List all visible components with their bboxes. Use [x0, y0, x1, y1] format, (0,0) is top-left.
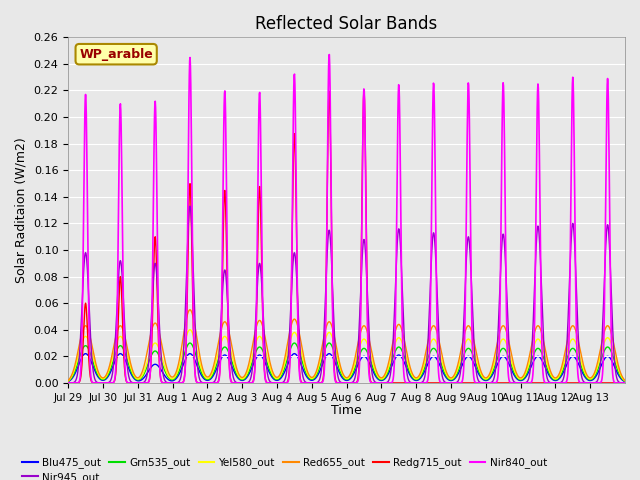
Title: Reflected Solar Bands: Reflected Solar Bands: [255, 15, 438, 33]
Yel580_out: [478, 373, 486, 379]
X-axis label: Time: Time: [332, 404, 362, 417]
Blu475_out: [614, 372, 622, 377]
Nir945_out: [560, 375, 568, 381]
Grn535_out: [332, 356, 340, 362]
Nir840_out: [478, 380, 486, 386]
Grn535_out: [478, 375, 486, 381]
Yel580_out: [152, 340, 159, 346]
Grn535_out: [322, 345, 330, 350]
Legend: Blu475_out, Grn535_out, Yel580_out, Red655_out, Redg715_out, Nir840_out: Blu475_out, Grn535_out, Yel580_out, Red6…: [18, 453, 551, 472]
Nir840_out: [64, 380, 72, 386]
Grn535_out: [621, 378, 629, 384]
Line: Redg715_out: Redg715_out: [68, 92, 625, 383]
Redg715_out: [479, 380, 486, 386]
Nir840_out: [326, 52, 333, 58]
Nir945_out: [614, 378, 622, 384]
Blu475_out: [621, 379, 629, 384]
Red655_out: [478, 371, 486, 377]
Grn535_out: [152, 348, 159, 354]
Redg715_out: [441, 380, 449, 386]
Red655_out: [560, 356, 568, 361]
Red655_out: [186, 307, 194, 312]
Red655_out: [64, 377, 72, 383]
Redg715_out: [614, 380, 622, 386]
Blu475_out: [560, 369, 568, 374]
Blu475_out: [332, 362, 340, 368]
Redg715_out: [560, 380, 568, 386]
Redg715_out: [621, 380, 629, 386]
Red655_out: [614, 362, 622, 368]
Grn535_out: [614, 369, 622, 374]
Line: Nir840_out: Nir840_out: [68, 55, 625, 383]
Yel580_out: [186, 327, 194, 333]
Nir945_out: [322, 287, 330, 292]
Nir945_out: [186, 204, 194, 209]
Yel580_out: [621, 378, 629, 384]
Red655_out: [322, 326, 330, 332]
Red655_out: [332, 344, 340, 349]
Yel580_out: [560, 361, 568, 367]
Blu475_out: [322, 354, 330, 360]
Grn535_out: [64, 378, 72, 384]
Grn535_out: [186, 340, 194, 346]
Nir840_out: [332, 380, 340, 385]
Yel580_out: [322, 336, 330, 341]
Redg715_out: [360, 89, 367, 95]
Nir840_out: [614, 380, 622, 386]
Nir840_out: [560, 380, 568, 386]
Redg715_out: [321, 325, 329, 331]
Blu475_out: [478, 376, 486, 382]
Redg715_out: [332, 378, 340, 384]
Y-axis label: Solar Raditaion (W/m2): Solar Raditaion (W/m2): [15, 137, 28, 283]
Nir840_out: [321, 335, 329, 341]
Redg715_out: [64, 380, 72, 386]
Redg715_out: [152, 234, 159, 240]
Nir945_out: [478, 380, 486, 386]
Nir840_out: [621, 380, 629, 386]
Red655_out: [152, 320, 159, 326]
Blu475_out: [152, 361, 159, 367]
Red655_out: [621, 377, 629, 383]
Line: Grn535_out: Grn535_out: [68, 343, 625, 381]
Nir840_out: [152, 98, 159, 104]
Text: WP_arable: WP_arable: [79, 48, 153, 60]
Line: Red655_out: Red655_out: [68, 310, 625, 380]
Nir945_out: [332, 360, 340, 366]
Legend: Nir945_out: Nir945_out: [18, 468, 104, 480]
Nir945_out: [152, 261, 159, 266]
Yel580_out: [614, 366, 622, 372]
Line: Nir945_out: Nir945_out: [68, 206, 625, 383]
Yel580_out: [64, 378, 72, 384]
Nir945_out: [64, 380, 72, 386]
Blu475_out: [64, 379, 72, 384]
Grn535_out: [560, 365, 568, 371]
Line: Blu475_out: Blu475_out: [68, 354, 625, 382]
Nir945_out: [621, 380, 629, 386]
Blu475_out: [82, 351, 90, 357]
Yel580_out: [332, 350, 340, 356]
Line: Yel580_out: Yel580_out: [68, 330, 625, 381]
